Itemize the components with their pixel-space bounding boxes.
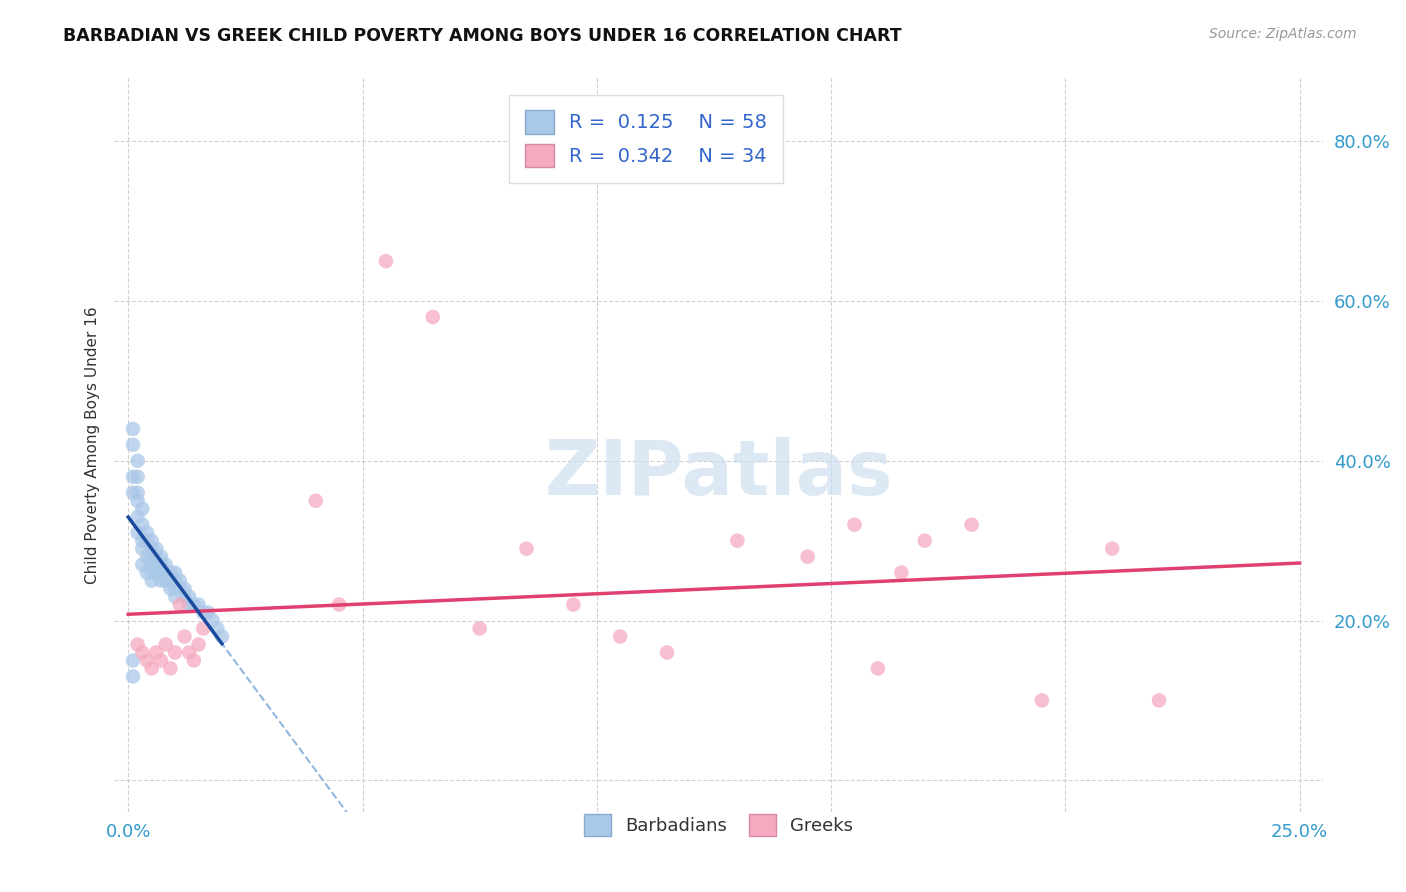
Point bbox=[655, 645, 678, 659]
Point bbox=[844, 517, 866, 532]
Point bbox=[211, 630, 233, 644]
Point bbox=[131, 541, 153, 556]
Point bbox=[173, 630, 195, 644]
Point bbox=[141, 533, 163, 548]
Point bbox=[960, 517, 983, 532]
Point bbox=[197, 606, 219, 620]
Point bbox=[127, 525, 149, 540]
Point bbox=[141, 574, 163, 588]
Point bbox=[127, 509, 149, 524]
Point bbox=[725, 533, 748, 548]
Point bbox=[127, 638, 149, 652]
Point bbox=[173, 582, 195, 596]
Point bbox=[145, 541, 167, 556]
Legend: Barbadians, Greeks: Barbadians, Greeks bbox=[576, 807, 860, 844]
Point bbox=[127, 454, 149, 468]
Point bbox=[159, 574, 181, 588]
Point bbox=[145, 566, 167, 580]
Point bbox=[155, 574, 177, 588]
Point bbox=[305, 493, 328, 508]
Point bbox=[1101, 541, 1123, 556]
Point bbox=[1147, 693, 1170, 707]
Point bbox=[890, 566, 912, 580]
Point bbox=[150, 574, 173, 588]
Point bbox=[562, 598, 585, 612]
Point bbox=[145, 558, 167, 572]
Point bbox=[127, 485, 149, 500]
Point bbox=[141, 541, 163, 556]
Point bbox=[145, 549, 167, 564]
Point bbox=[165, 574, 187, 588]
Point bbox=[169, 582, 191, 596]
Point bbox=[150, 566, 173, 580]
Point bbox=[515, 541, 537, 556]
Point bbox=[422, 310, 444, 324]
Point bbox=[173, 590, 195, 604]
Point bbox=[131, 501, 153, 516]
Point bbox=[159, 566, 181, 580]
Text: ZIPatlas: ZIPatlas bbox=[544, 437, 893, 511]
Point bbox=[169, 598, 191, 612]
Point bbox=[131, 558, 153, 572]
Point bbox=[159, 661, 181, 675]
Point bbox=[141, 566, 163, 580]
Point bbox=[183, 653, 205, 667]
Point bbox=[193, 606, 215, 620]
Point bbox=[155, 638, 177, 652]
Point bbox=[145, 645, 167, 659]
Point bbox=[914, 533, 936, 548]
Point bbox=[141, 558, 163, 572]
Point bbox=[136, 653, 159, 667]
Point bbox=[122, 469, 145, 483]
Point bbox=[127, 469, 149, 483]
Point bbox=[468, 622, 491, 636]
Y-axis label: Child Poverty Among Boys Under 16: Child Poverty Among Boys Under 16 bbox=[86, 306, 100, 583]
Point bbox=[127, 493, 149, 508]
Point bbox=[169, 574, 191, 588]
Point bbox=[141, 549, 163, 564]
Point bbox=[136, 566, 159, 580]
Point bbox=[374, 254, 396, 268]
Point bbox=[866, 661, 889, 675]
Point bbox=[122, 422, 145, 436]
Point bbox=[165, 566, 187, 580]
Point bbox=[155, 558, 177, 572]
Point bbox=[179, 598, 201, 612]
Point bbox=[122, 669, 145, 683]
Point bbox=[165, 582, 187, 596]
Point bbox=[796, 549, 818, 564]
Point bbox=[150, 558, 173, 572]
Point bbox=[150, 549, 173, 564]
Point bbox=[122, 653, 145, 667]
Point bbox=[136, 525, 159, 540]
Point bbox=[328, 598, 350, 612]
Point bbox=[183, 598, 205, 612]
Point bbox=[187, 638, 209, 652]
Point bbox=[179, 590, 201, 604]
Point bbox=[159, 582, 181, 596]
Point bbox=[165, 590, 187, 604]
Point bbox=[136, 549, 159, 564]
Point bbox=[131, 645, 153, 659]
Point bbox=[165, 645, 187, 659]
Point bbox=[609, 630, 631, 644]
Point bbox=[201, 614, 224, 628]
Point bbox=[1031, 693, 1053, 707]
Point bbox=[136, 533, 159, 548]
Point bbox=[122, 485, 145, 500]
Point bbox=[207, 622, 229, 636]
Point bbox=[122, 438, 145, 452]
Point bbox=[187, 598, 209, 612]
Point bbox=[131, 517, 153, 532]
Point bbox=[193, 622, 215, 636]
Text: Source: ZipAtlas.com: Source: ZipAtlas.com bbox=[1209, 27, 1357, 41]
Point bbox=[141, 661, 163, 675]
Text: BARBADIAN VS GREEK CHILD POVERTY AMONG BOYS UNDER 16 CORRELATION CHART: BARBADIAN VS GREEK CHILD POVERTY AMONG B… bbox=[63, 27, 901, 45]
Point bbox=[150, 653, 173, 667]
Point bbox=[131, 533, 153, 548]
Point bbox=[179, 645, 201, 659]
Point bbox=[155, 566, 177, 580]
